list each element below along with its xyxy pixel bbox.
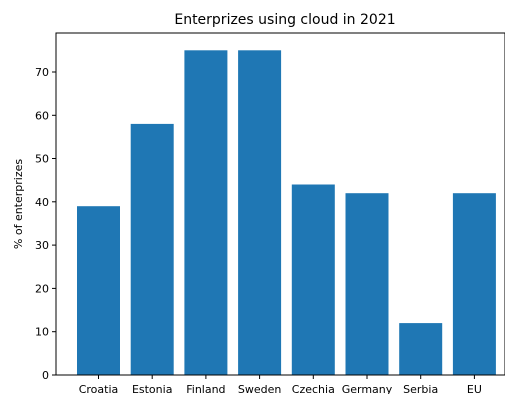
- y-tick-label: 40: [35, 196, 49, 209]
- y-axis-label: % of enterprizes: [12, 159, 25, 249]
- x-tick-label: Serbia: [403, 383, 438, 394]
- x-tick-label: Estonia: [132, 383, 173, 394]
- x-tick-label: Finland: [186, 383, 225, 394]
- x-tick-label: Czechia: [292, 383, 335, 394]
- y-tick-label: 30: [35, 239, 49, 252]
- x-tick-label: Sweden: [238, 383, 281, 394]
- plot-area-frame: [55, 32, 505, 376]
- bar-sweden: [238, 50, 282, 376]
- y-tick-label: 0: [42, 369, 49, 382]
- y-tick-label: 60: [35, 109, 49, 122]
- bar-germany: [345, 193, 389, 375]
- bar-serbia: [399, 323, 443, 375]
- x-tick-label: EU: [467, 383, 482, 394]
- bar-croatia: [77, 206, 120, 375]
- bar-czechia: [291, 184, 335, 375]
- y-tick-label: 70: [35, 66, 49, 79]
- bar-estonia: [130, 123, 174, 376]
- y-axis-ticks: 0 10 20 30 40 50 60 70: [35, 66, 56, 382]
- x-tick-label: Germany: [342, 383, 393, 394]
- x-axis-ticks: Croatia Estonia Finland Sweden Czechia German…: [79, 375, 482, 394]
- y-tick-label: 50: [35, 153, 49, 166]
- chart-title: Enterprizes using cloud in 2021: [174, 12, 395, 28]
- bar-finland: [184, 50, 228, 376]
- y-tick-label: 10: [35, 326, 49, 339]
- bars-group: [77, 50, 496, 376]
- bar-eu: [452, 193, 496, 375]
- y-tick-label: 20: [35, 282, 49, 295]
- x-tick-label: Croatia: [79, 383, 119, 394]
